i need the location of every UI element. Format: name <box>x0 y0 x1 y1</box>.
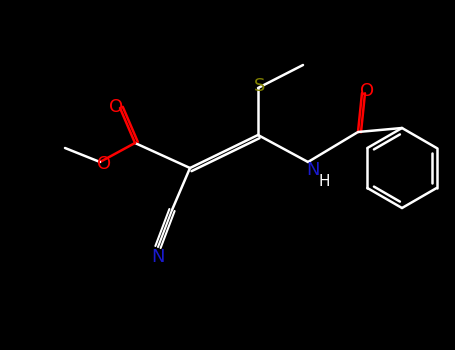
Text: O: O <box>97 155 111 173</box>
Text: N: N <box>306 161 320 179</box>
Text: H: H <box>318 174 330 189</box>
Text: O: O <box>360 82 374 100</box>
Text: S: S <box>254 77 266 95</box>
Text: N: N <box>151 248 165 266</box>
Text: O: O <box>109 98 123 116</box>
